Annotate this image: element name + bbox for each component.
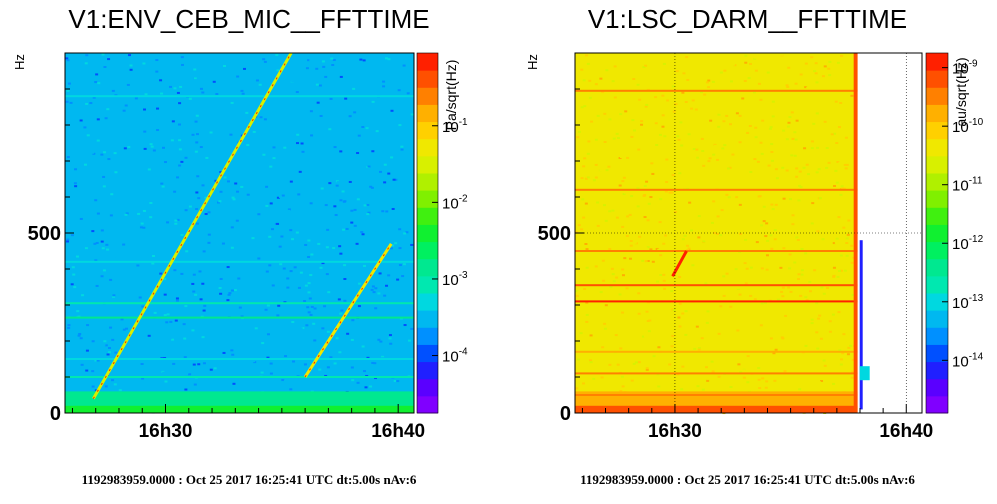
colorbar-frame: [925, 52, 949, 414]
spectral-segment: [859, 366, 870, 381]
spectral-line: [575, 188, 858, 191]
colorbar-swatch: [417, 121, 438, 140]
colorbar-swatch: [417, 70, 438, 88]
chirp-track: [303, 242, 393, 378]
colorbar-swatch: [417, 378, 438, 397]
footer-timestamp: 1192983959.0000 : Oct 25 2017 16:25:41 U…: [580, 472, 915, 487]
spectral-line: [575, 300, 858, 303]
x-tick-label: 16h30: [139, 421, 193, 442]
spectral-line: [575, 372, 858, 375]
colorbar-swatch: [417, 190, 438, 208]
colorbar-swatch: [926, 121, 948, 140]
spectral-line: [575, 350, 858, 353]
colorbar-label: Pa/sqrt(Hz): [443, 60, 459, 131]
colorbar-swatch: [417, 310, 438, 328]
y-tick-label: 500: [538, 223, 571, 245]
colorbar-tick-label: 10-3: [442, 270, 468, 289]
colorbar-swatch: [926, 395, 948, 414]
colorbar-label: au/sqrt(Hz): [953, 57, 969, 126]
colorbar-swatch: [417, 207, 438, 225]
colorbar-swatch: [417, 155, 438, 174]
colorbar-swatch: [417, 275, 438, 294]
colorbar-swatch: [417, 293, 438, 311]
colorbar-swatch: [417, 138, 438, 157]
y-tick-label: 0: [560, 403, 571, 425]
colorbar-swatch: [926, 275, 948, 294]
spectral-line: [65, 316, 414, 319]
colorbar-swatch: [926, 344, 948, 363]
colorbar-tick-label: 10-14: [952, 351, 984, 370]
colorbar-swatch: [926, 70, 948, 88]
colorbar-swatch: [926, 104, 948, 123]
y-tick-label: 0: [50, 403, 61, 425]
colorbar-swatch: [417, 87, 438, 105]
colorbar-tick-label: 10-11: [952, 176, 983, 195]
colorbar-swatch: [417, 241, 438, 260]
colorbar-swatch: [926, 53, 948, 71]
no-data-region: [857, 53, 922, 413]
colorbar-swatch: [926, 138, 948, 157]
low-frequency-band: [575, 405, 858, 413]
colorbar-swatch: [926, 378, 948, 397]
spectrogram-plot: 16h30 16h40050010-910-1010-1110-1210-1310…: [538, 52, 984, 442]
colorbar-tick-label: 10-2: [442, 193, 468, 212]
colorbar-swatch: [926, 310, 948, 328]
left-spectrogram-panel: V1:ENV_CEB_MIC__FFTTIME Hz 16h30 16h40 0 50…: [0, 0, 498, 504]
colorbar-swatch: [417, 53, 438, 71]
x-tick-label: 16h30: [648, 421, 702, 442]
chirp-track: [92, 52, 293, 400]
low-frequency-band: [65, 405, 414, 413]
colorbar-swatch: [417, 173, 438, 191]
spectral-line: [575, 89, 858, 92]
spectral-line: [65, 260, 414, 263]
colorbar-swatch: [926, 241, 948, 260]
colorbar-swatch: [926, 224, 948, 243]
chart-title: V1:ENV_CEB_MIC__FFTTIME: [68, 4, 430, 34]
colorbar-swatch: [926, 190, 948, 208]
data-edge: [853, 53, 858, 413]
right-spectrogram-panel: V1:LSC_DARM__FFTTIME Hz 16h30 16h40 0 500 10…: [498, 0, 997, 504]
spectral-line: [65, 358, 414, 360]
spectral-line: [65, 302, 414, 305]
colorbar-swatch: [926, 87, 948, 105]
colorbar-swatch: [926, 293, 948, 311]
spectral-line: [65, 376, 414, 378]
colorbar-swatch: [926, 327, 948, 345]
x-tick-label: 16h40: [879, 421, 933, 442]
spectrogram-plot: 16h30 16h40050010-110-210-310-4Pa/sqrt(Hz…: [28, 52, 468, 442]
spectral-line: [575, 394, 858, 396]
colorbar-swatch: [417, 361, 438, 380]
spectral-line: [575, 250, 858, 252]
spectral-segment: [859, 240, 863, 410]
x-tick-label: 16h40: [371, 421, 425, 442]
colorbar-swatch: [417, 344, 438, 363]
spectral-line: [65, 95, 414, 98]
spectral-line: [575, 284, 858, 287]
y-tick-label: 500: [28, 223, 61, 245]
colorbar-tick-label: 10-12: [952, 234, 984, 253]
colorbar-swatch: [417, 224, 438, 243]
colorbar-swatch: [926, 361, 948, 380]
colorbar-swatch: [417, 258, 438, 277]
colorbar-swatch: [926, 173, 948, 191]
colorbar-swatch: [926, 258, 948, 277]
footer-timestamp: 1192983959.0000 : Oct 25 2017 16:25:41 U…: [81, 472, 417, 487]
colorbar-tick-label: 10-13: [952, 293, 984, 312]
chart-title: V1:LSC_DARM__FFTTIME: [587, 4, 908, 34]
colorbar-tick-label: 10-4: [442, 347, 468, 366]
colorbar-swatch: [417, 327, 438, 345]
colorbar-swatch: [417, 395, 438, 414]
spectral-line: [65, 394, 414, 396]
colorbar-swatch: [417, 104, 438, 123]
colorbar-frame: [416, 52, 439, 414]
colorbar-swatch: [926, 207, 948, 225]
colorbar-swatch: [926, 155, 948, 174]
